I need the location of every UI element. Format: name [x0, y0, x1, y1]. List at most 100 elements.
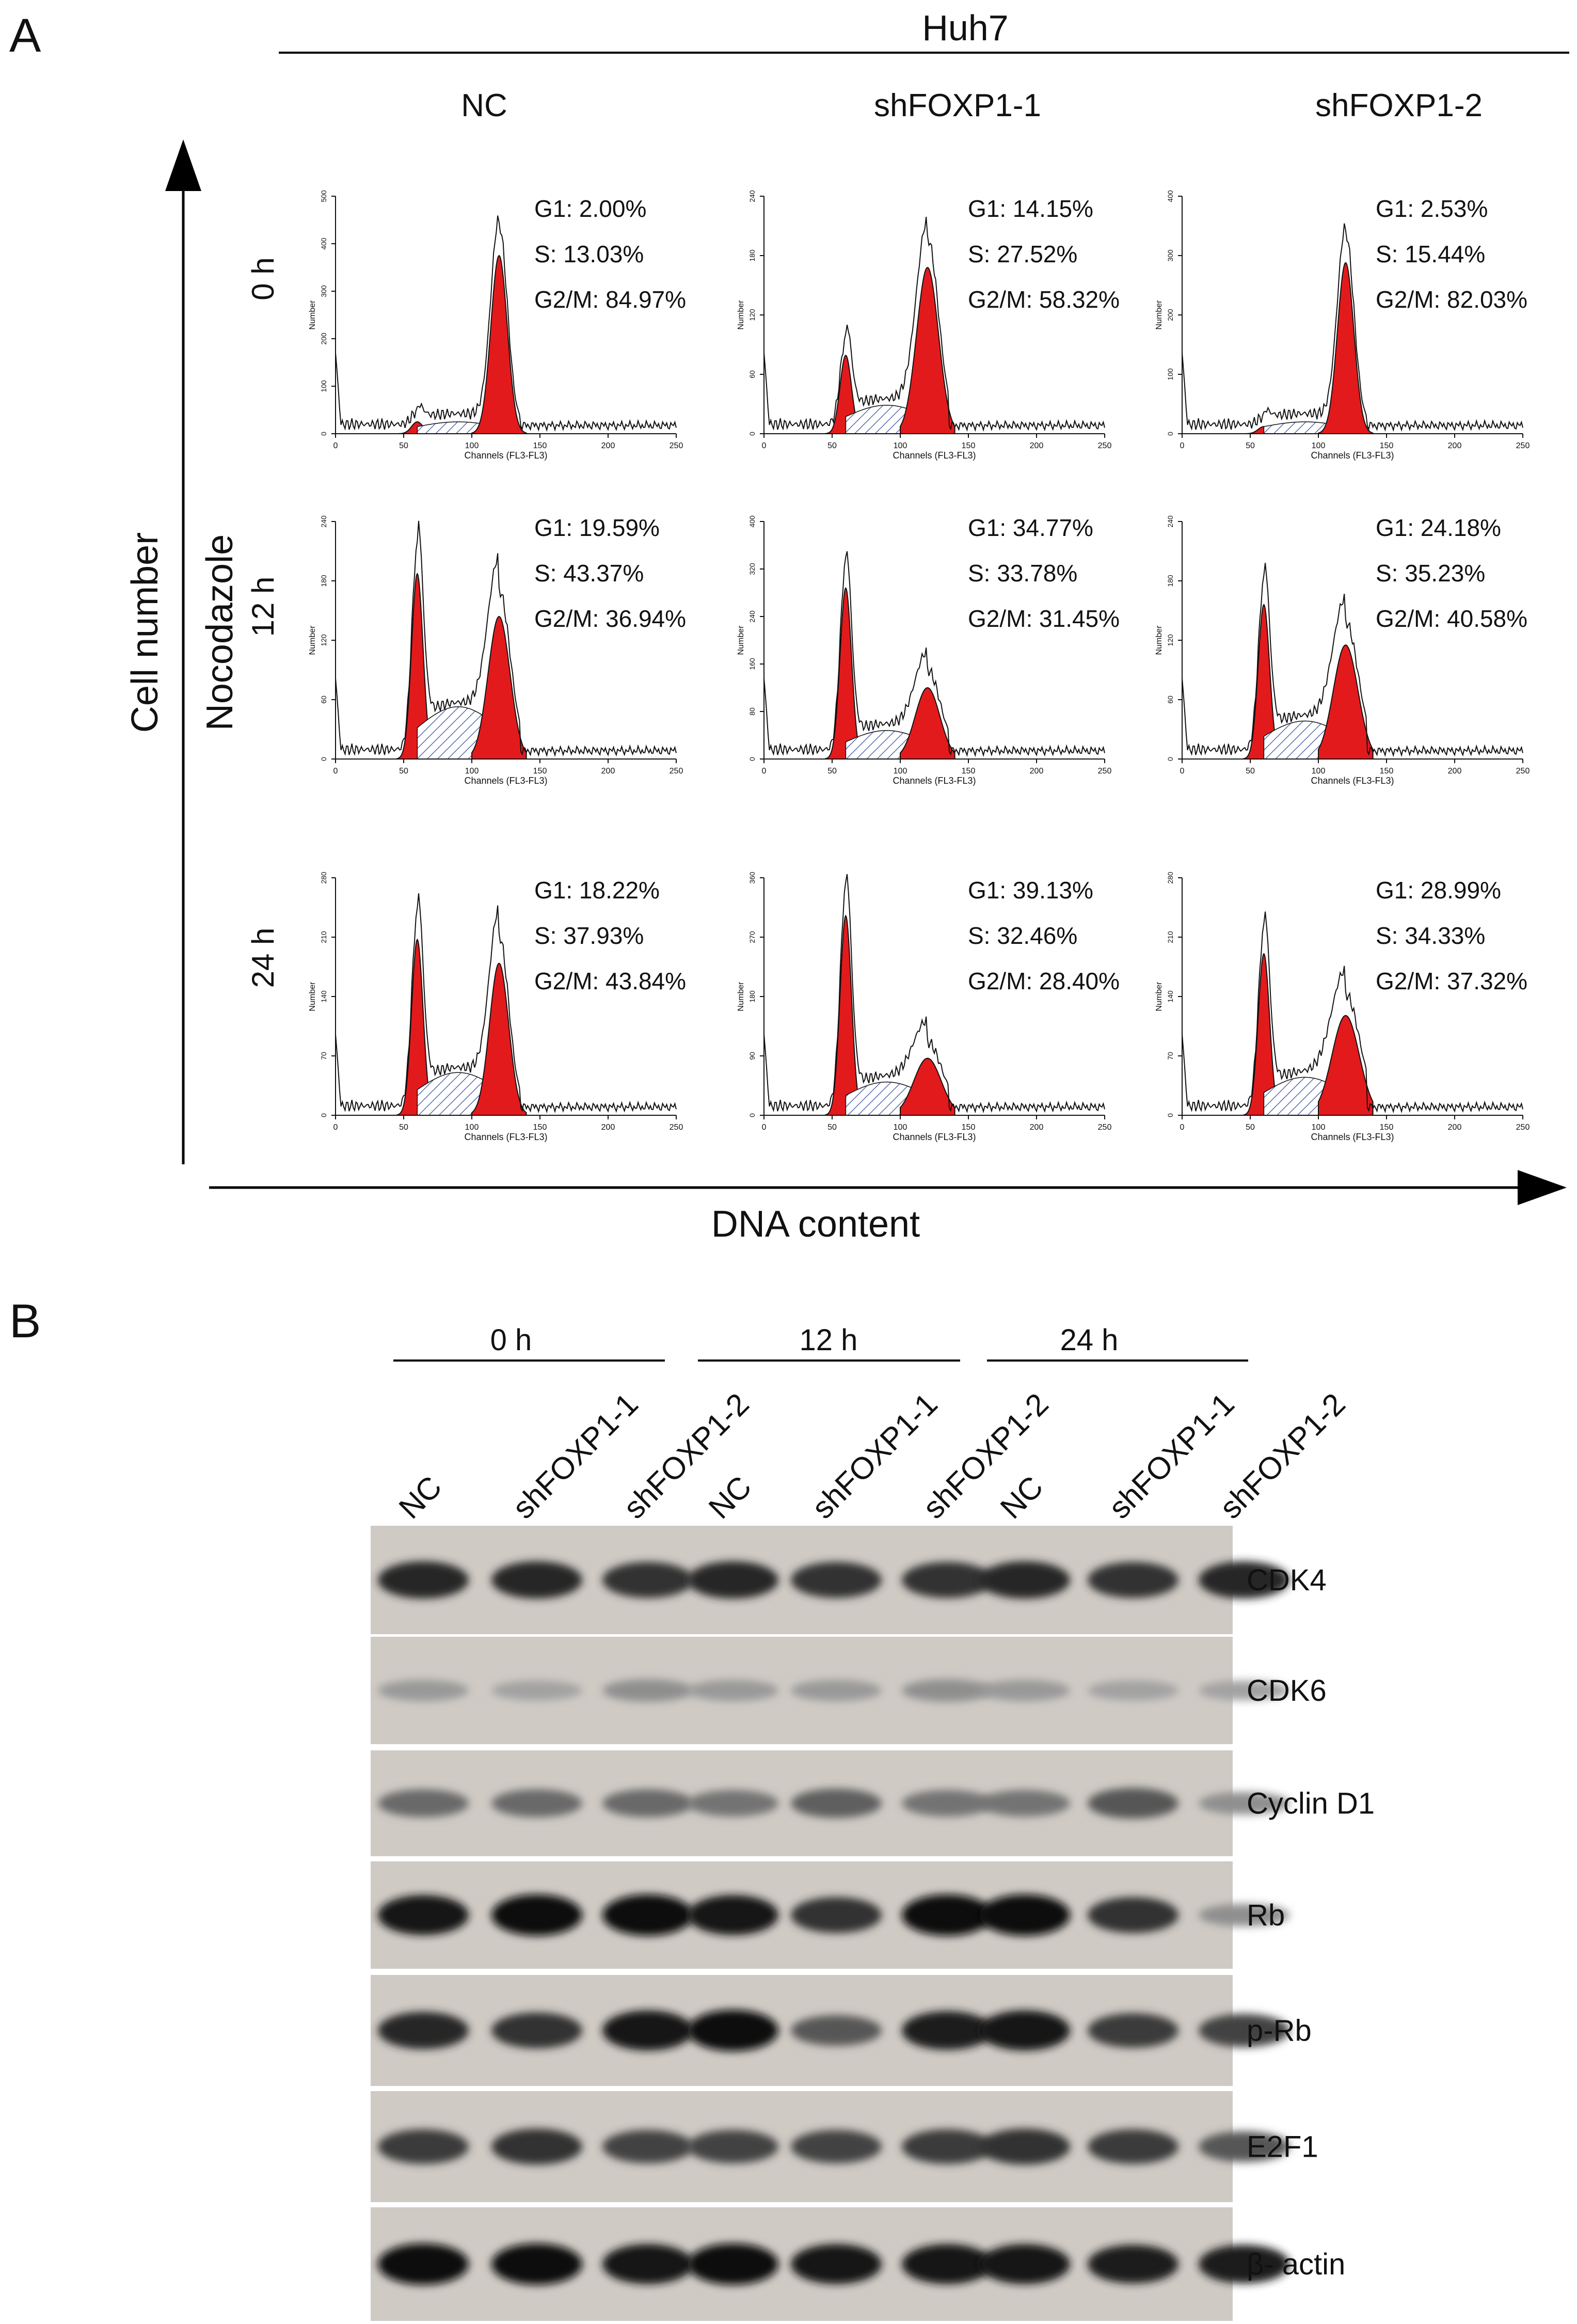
- y-tick-label: 60: [1166, 695, 1174, 704]
- x-tick-label: 150: [1380, 441, 1394, 450]
- histogram-x-title: Channels (FL3-FL3): [1311, 776, 1394, 786]
- histogram-trace: [1182, 223, 1523, 432]
- y-tick-label: 200: [320, 333, 328, 345]
- blot-strip-3: Rb: [371, 1861, 1289, 1969]
- y-tick-label: 200: [1166, 309, 1174, 321]
- column-label-nc: NC: [461, 88, 507, 123]
- s-percent: S: 35.23%: [1376, 560, 1485, 587]
- x-tick-label: 150: [962, 1123, 976, 1132]
- x-tick-label: 50: [399, 1123, 408, 1132]
- protein-band: [1199, 1904, 1289, 1926]
- protein-band: [1088, 2244, 1178, 2284]
- protein-band: [602, 1562, 693, 1598]
- x-tick-label: 50: [1246, 767, 1255, 776]
- x-tick-label: 150: [962, 441, 976, 450]
- protein-band: [1088, 1897, 1178, 1933]
- blot-strip-2: Cyclin D1: [371, 1750, 1375, 1856]
- y-tick-label: 80: [748, 707, 756, 716]
- panel-b-label: B: [9, 1295, 41, 1348]
- g2m-percent: G2/M: 43.84%: [534, 968, 686, 994]
- protein-band: [602, 2010, 693, 2051]
- cell-line-title: Huh7: [922, 8, 1008, 48]
- y-tick-label: 120: [320, 634, 328, 646]
- histogram-1-1: 0 50 100 150 200 250 0 80 160 240 320 400 Channels (…: [737, 514, 1120, 786]
- histogram-y-title: Number: [737, 300, 745, 330]
- s-percent: S: 32.46%: [968, 922, 1077, 949]
- protein-band: [791, 1680, 882, 1701]
- panel-a: A Huh7 NC shFOXP1-1 shFOXP1-2 Cell numbe…: [9, 8, 1569, 1245]
- x-tick-label: 0: [1180, 441, 1185, 450]
- blot-strip-0: CDK4: [371, 1526, 1327, 1634]
- protein-band: [902, 2129, 993, 2164]
- y-tick-label: 320: [748, 563, 756, 575]
- protein-band: [791, 2015, 882, 2046]
- histogram-x-title: Channels (FL3-FL3): [893, 450, 976, 461]
- protein-label: p-Rb: [1247, 2014, 1312, 2048]
- histogram-trace: [1182, 911, 1523, 1114]
- dna-content-arrowhead: [1518, 1170, 1567, 1205]
- x-tick-label: 100: [465, 441, 479, 450]
- x-tick-label: 50: [827, 1123, 837, 1132]
- y-tick-label: 0: [320, 1113, 328, 1117]
- y-tick-label: 0: [1166, 432, 1174, 436]
- protein-band: [1199, 2244, 1289, 2284]
- row-label-12h: 12 h: [246, 577, 280, 637]
- x-tick-label: 150: [533, 441, 547, 450]
- x-tick-label: 250: [670, 767, 683, 776]
- histogram-1-0: 0 50 100 150 200 250 0 60 120 180 240 Channels (FL3…: [308, 514, 686, 786]
- y-tick-label: 180: [748, 990, 756, 1003]
- x-tick-label: 200: [1448, 441, 1462, 450]
- y-tick-label: 120: [748, 309, 756, 321]
- x-tick-label: 250: [1516, 441, 1530, 450]
- protein-band: [491, 1680, 582, 1701]
- protein-band: [1088, 1562, 1178, 1598]
- protein-band: [491, 2012, 582, 2049]
- histogram-x-title: Channels (FL3-FL3): [464, 450, 547, 461]
- x-tick-label: 250: [1098, 1123, 1112, 1132]
- x-tick-label: 250: [1098, 441, 1112, 450]
- y-tick-label: 240: [748, 610, 756, 623]
- protein-band: [979, 1561, 1070, 1599]
- s-percent: S: 15.44%: [1376, 241, 1485, 267]
- g2m-peak: [900, 1057, 955, 1116]
- y-tick-label: 400: [320, 238, 328, 250]
- protein-band: [378, 2243, 469, 2285]
- protein-label: CDK6: [1247, 1674, 1327, 1708]
- g1-percent: G1: 24.18%: [1376, 514, 1501, 541]
- blot-strip-6: β- actin: [371, 2207, 1345, 2321]
- histogram-y-title: Number: [737, 982, 745, 1011]
- cell-number-label: Cell number: [124, 532, 166, 733]
- protein-band: [791, 1562, 882, 1598]
- protein-band: [791, 1789, 882, 1818]
- y-tick-label: 160: [748, 658, 756, 670]
- g1-peak: [824, 914, 867, 1116]
- g2m-percent: G2/M: 58.32%: [968, 286, 1120, 313]
- x-tick-label: 50: [1246, 441, 1255, 450]
- protein-band: [979, 2010, 1070, 2051]
- g1-percent: G1: 18.22%: [534, 877, 660, 904]
- protein-band: [378, 1561, 469, 1599]
- y-tick-label: 270: [748, 931, 756, 943]
- g2m-peak: [471, 255, 527, 434]
- y-tick-label: 0: [748, 1113, 756, 1117]
- lane-label: NC: [392, 1469, 449, 1526]
- x-tick-label: 100: [465, 767, 479, 776]
- histogram-0-2: 0 50 100 150 200 250 0 100 200 300 400 Channels (FL…: [1155, 190, 1530, 461]
- protein-band: [378, 1789, 469, 1817]
- y-tick-label: 400: [748, 515, 756, 528]
- s-percent: S: 34.33%: [1376, 922, 1485, 949]
- protein-band: [1199, 2131, 1289, 2162]
- x-tick-label: 100: [1312, 767, 1326, 776]
- nocodazole-label: Nocodazole: [199, 534, 241, 731]
- protein-label: Rb: [1247, 1899, 1285, 1932]
- g1-peak: [824, 587, 867, 760]
- x-tick-label: 200: [1030, 441, 1044, 450]
- y-tick-label: 120: [1166, 634, 1174, 646]
- g2m-peak: [900, 687, 955, 760]
- protein-band: [902, 2244, 993, 2284]
- g1-percent: G1: 2.53%: [1376, 195, 1488, 222]
- x-tick-label: 0: [333, 441, 338, 450]
- histogram-x-title: Channels (FL3-FL3): [464, 1132, 547, 1142]
- protein-band: [979, 1790, 1070, 1817]
